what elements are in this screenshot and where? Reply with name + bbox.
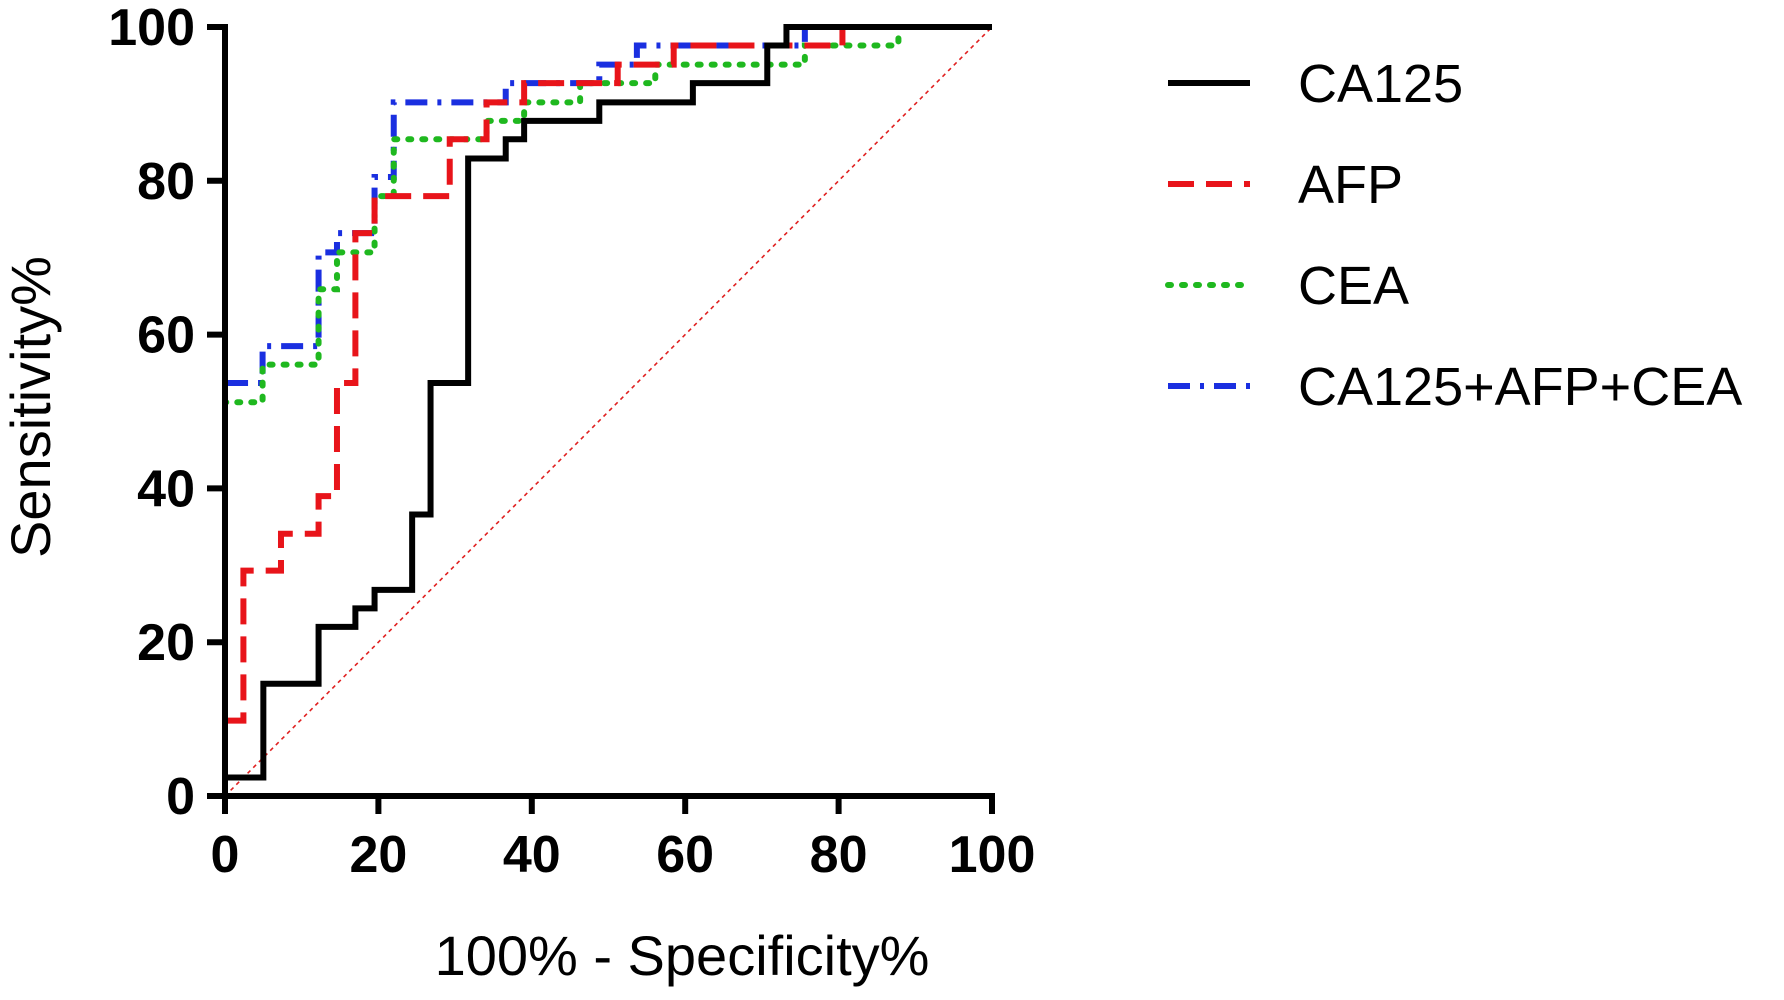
series-line-afp	[222, 27, 846, 796]
y-tick-label: 100	[108, 0, 195, 57]
axes: 0 20 40 60 80 100 0 20 40 60 80 100	[108, 0, 1035, 884]
y-tick-label: 40	[137, 460, 195, 518]
x-axis-title: 100% - Specificity%	[435, 924, 930, 987]
series-line-ca125-afp-cea	[222, 27, 808, 796]
plot-area	[222, 24, 993, 799]
legend-item-afp: AFP	[1168, 155, 1403, 215]
x-tick-label: 40	[503, 826, 561, 884]
y-axis-title: Sensitivity%	[0, 256, 62, 558]
series-line-ca125	[222, 24, 992, 796]
legend: CA125 AFP CEA CA125+AFP+CEA	[1165, 54, 1742, 417]
legend-label: CA125+AFP+CEA	[1298, 357, 1742, 417]
x-tick-label: 60	[656, 826, 714, 884]
legend-label: CEA	[1298, 256, 1409, 316]
x-tick-label: 80	[810, 826, 868, 884]
x-tick-label: 0	[211, 826, 240, 884]
y-tick-label: 60	[137, 307, 195, 365]
reference-diagonal	[224, 26, 993, 797]
series-line-cea	[222, 33, 902, 799]
x-tick-label: 100	[949, 826, 1036, 884]
x-tick-label: 20	[349, 826, 407, 884]
legend-label: CA125	[1298, 54, 1463, 114]
y-tick-label: 20	[137, 614, 195, 672]
legend-label: AFP	[1298, 155, 1403, 215]
legend-item-ca125-afp-cea: CA125+AFP+CEA	[1168, 357, 1742, 417]
legend-item-cea: CEA	[1165, 256, 1409, 316]
y-tick-label: 0	[166, 768, 195, 826]
legend-item-ca125: CA125	[1168, 54, 1463, 114]
y-tick-label: 80	[137, 153, 195, 211]
